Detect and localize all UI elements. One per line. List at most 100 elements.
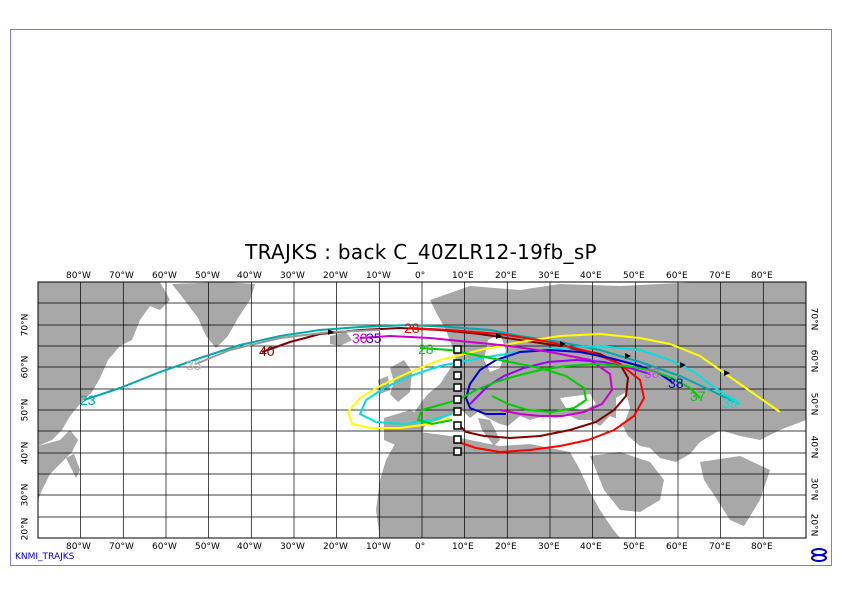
lon-label: 40°W: [237, 271, 262, 281]
lon-label: 20°E: [495, 271, 517, 281]
footer-label: KNMI_TRAJKS: [15, 552, 75, 562]
trajectory-green: [416, 362, 701, 426]
map-title: TRAJKS : back C_40ZLR12-19fb_sP: [245, 240, 597, 264]
caribbean-land: [66, 454, 80, 478]
knmi-logo-icon: [811, 548, 827, 562]
iceland-land: [330, 332, 352, 346]
receptor-point: [453, 359, 462, 368]
lon-label: 80°E: [751, 271, 773, 281]
lon-label: 50°E: [623, 271, 645, 281]
lon-label: 40°E: [580, 542, 602, 552]
north-america-land: [38, 282, 170, 446]
trajectory-red: [409, 327, 646, 454]
lon-label: 70°W: [109, 271, 134, 281]
map-border: [37, 281, 807, 539]
trajectory-label: 35: [722, 395, 738, 411]
trajectory-green-inner: [419, 347, 588, 414]
lat-label: 20°N: [808, 513, 819, 537]
trajectory-label: 35: [366, 330, 382, 346]
trajectory-label: 30: [352, 330, 368, 346]
lon-label: 30°W: [280, 271, 305, 281]
india-land: [700, 456, 770, 526]
trajectory-label: 38: [668, 375, 684, 391]
lon-label: 20°E: [495, 542, 517, 552]
lon-label: 60°W: [152, 542, 177, 552]
lon-label: 80°W: [66, 271, 91, 281]
trajectory-label: 38: [644, 365, 660, 381]
trajectories: [83, 323, 781, 454]
trajectory-label: 28: [418, 341, 434, 357]
lon-label: 30°E: [538, 271, 560, 281]
lon-label: 60°W: [152, 271, 177, 281]
caspian-sea: [616, 392, 630, 424]
trajectory-blue: [464, 348, 673, 415]
arrow-marker: [625, 353, 631, 359]
lon-label: 10°W: [366, 542, 391, 552]
receptor-point: [453, 421, 462, 430]
lon-label: 20°W: [323, 271, 348, 281]
receptor-point: [453, 395, 462, 404]
lon-label: 60°E: [666, 271, 688, 281]
lat-label: 60°N: [20, 355, 31, 379]
arrow-marker: [328, 329, 334, 335]
greenland-land: [172, 282, 255, 348]
black-sea: [560, 394, 596, 410]
lon-label: 0°: [415, 271, 426, 281]
receptor-point: [453, 435, 462, 444]
eurasia-land: [412, 282, 806, 462]
lon-label: 70°E: [709, 271, 731, 281]
trajectory-cyan: [358, 344, 741, 426]
lon-label: 30°E: [538, 542, 560, 552]
lon-label: 60°E: [666, 542, 688, 552]
trajectory-label: 40: [259, 343, 275, 359]
lat-label: 30°N: [808, 477, 819, 501]
north-america-south-land: [38, 430, 78, 500]
receptor-point: [453, 447, 462, 456]
lat-label: 50°N: [20, 398, 31, 422]
arrow-marker: [724, 370, 730, 376]
italy-land: [478, 418, 500, 446]
receptor-point: [453, 345, 462, 354]
lon-label: 10°E: [452, 542, 474, 552]
receptor-point: [453, 407, 462, 416]
lon-label: 80°E: [751, 542, 773, 552]
lon-label: 80°W: [66, 542, 91, 552]
trajectory-labels: 23 35 40 30 35 28 28 38 38 37 35: [80, 320, 738, 411]
lat-label: 20°N: [20, 517, 31, 541]
africa-land: [376, 432, 620, 538]
lat-label: 30°N: [20, 483, 31, 507]
lat-label: 60°N: [808, 349, 819, 373]
trajectory-yellow: [346, 332, 781, 429]
lat-label: 70°N: [20, 313, 31, 337]
trajectory-label: 35: [186, 357, 202, 373]
trajectory-label: 23: [80, 392, 96, 408]
trajectory-gray: [195, 329, 381, 365]
receptor-point: [453, 371, 462, 380]
figure-frame: [10, 29, 832, 566]
direction-markers: [328, 329, 730, 376]
lon-label: 30°W: [280, 542, 305, 552]
trajectory-label: 28: [404, 320, 420, 336]
arrow-marker: [680, 362, 686, 368]
lon-label: 50°E: [623, 542, 645, 552]
lat-label: 40°N: [808, 435, 819, 459]
receptor-point: [453, 383, 462, 392]
arabia-land: [590, 452, 664, 512]
receptor-points: [453, 345, 462, 456]
trajectory-teal: [83, 323, 741, 405]
lon-label: 20°W: [323, 542, 348, 552]
trajectory-magenta: [359, 334, 614, 417]
lon-label: 0°: [415, 542, 426, 552]
lon-label: 10°W: [366, 271, 391, 281]
lon-label: 40°W: [237, 542, 262, 552]
lon-label: 50°W: [195, 271, 220, 281]
landmass-layer: [38, 282, 806, 538]
lat-label: 50°N: [808, 392, 819, 416]
lon-label: 50°W: [195, 542, 220, 552]
lon-label: 10°E: [452, 271, 474, 281]
lat-label: 40°N: [20, 441, 31, 465]
arrow-marker: [496, 333, 502, 339]
arrow-marker: [560, 341, 566, 347]
lon-label: 70°E: [709, 542, 731, 552]
